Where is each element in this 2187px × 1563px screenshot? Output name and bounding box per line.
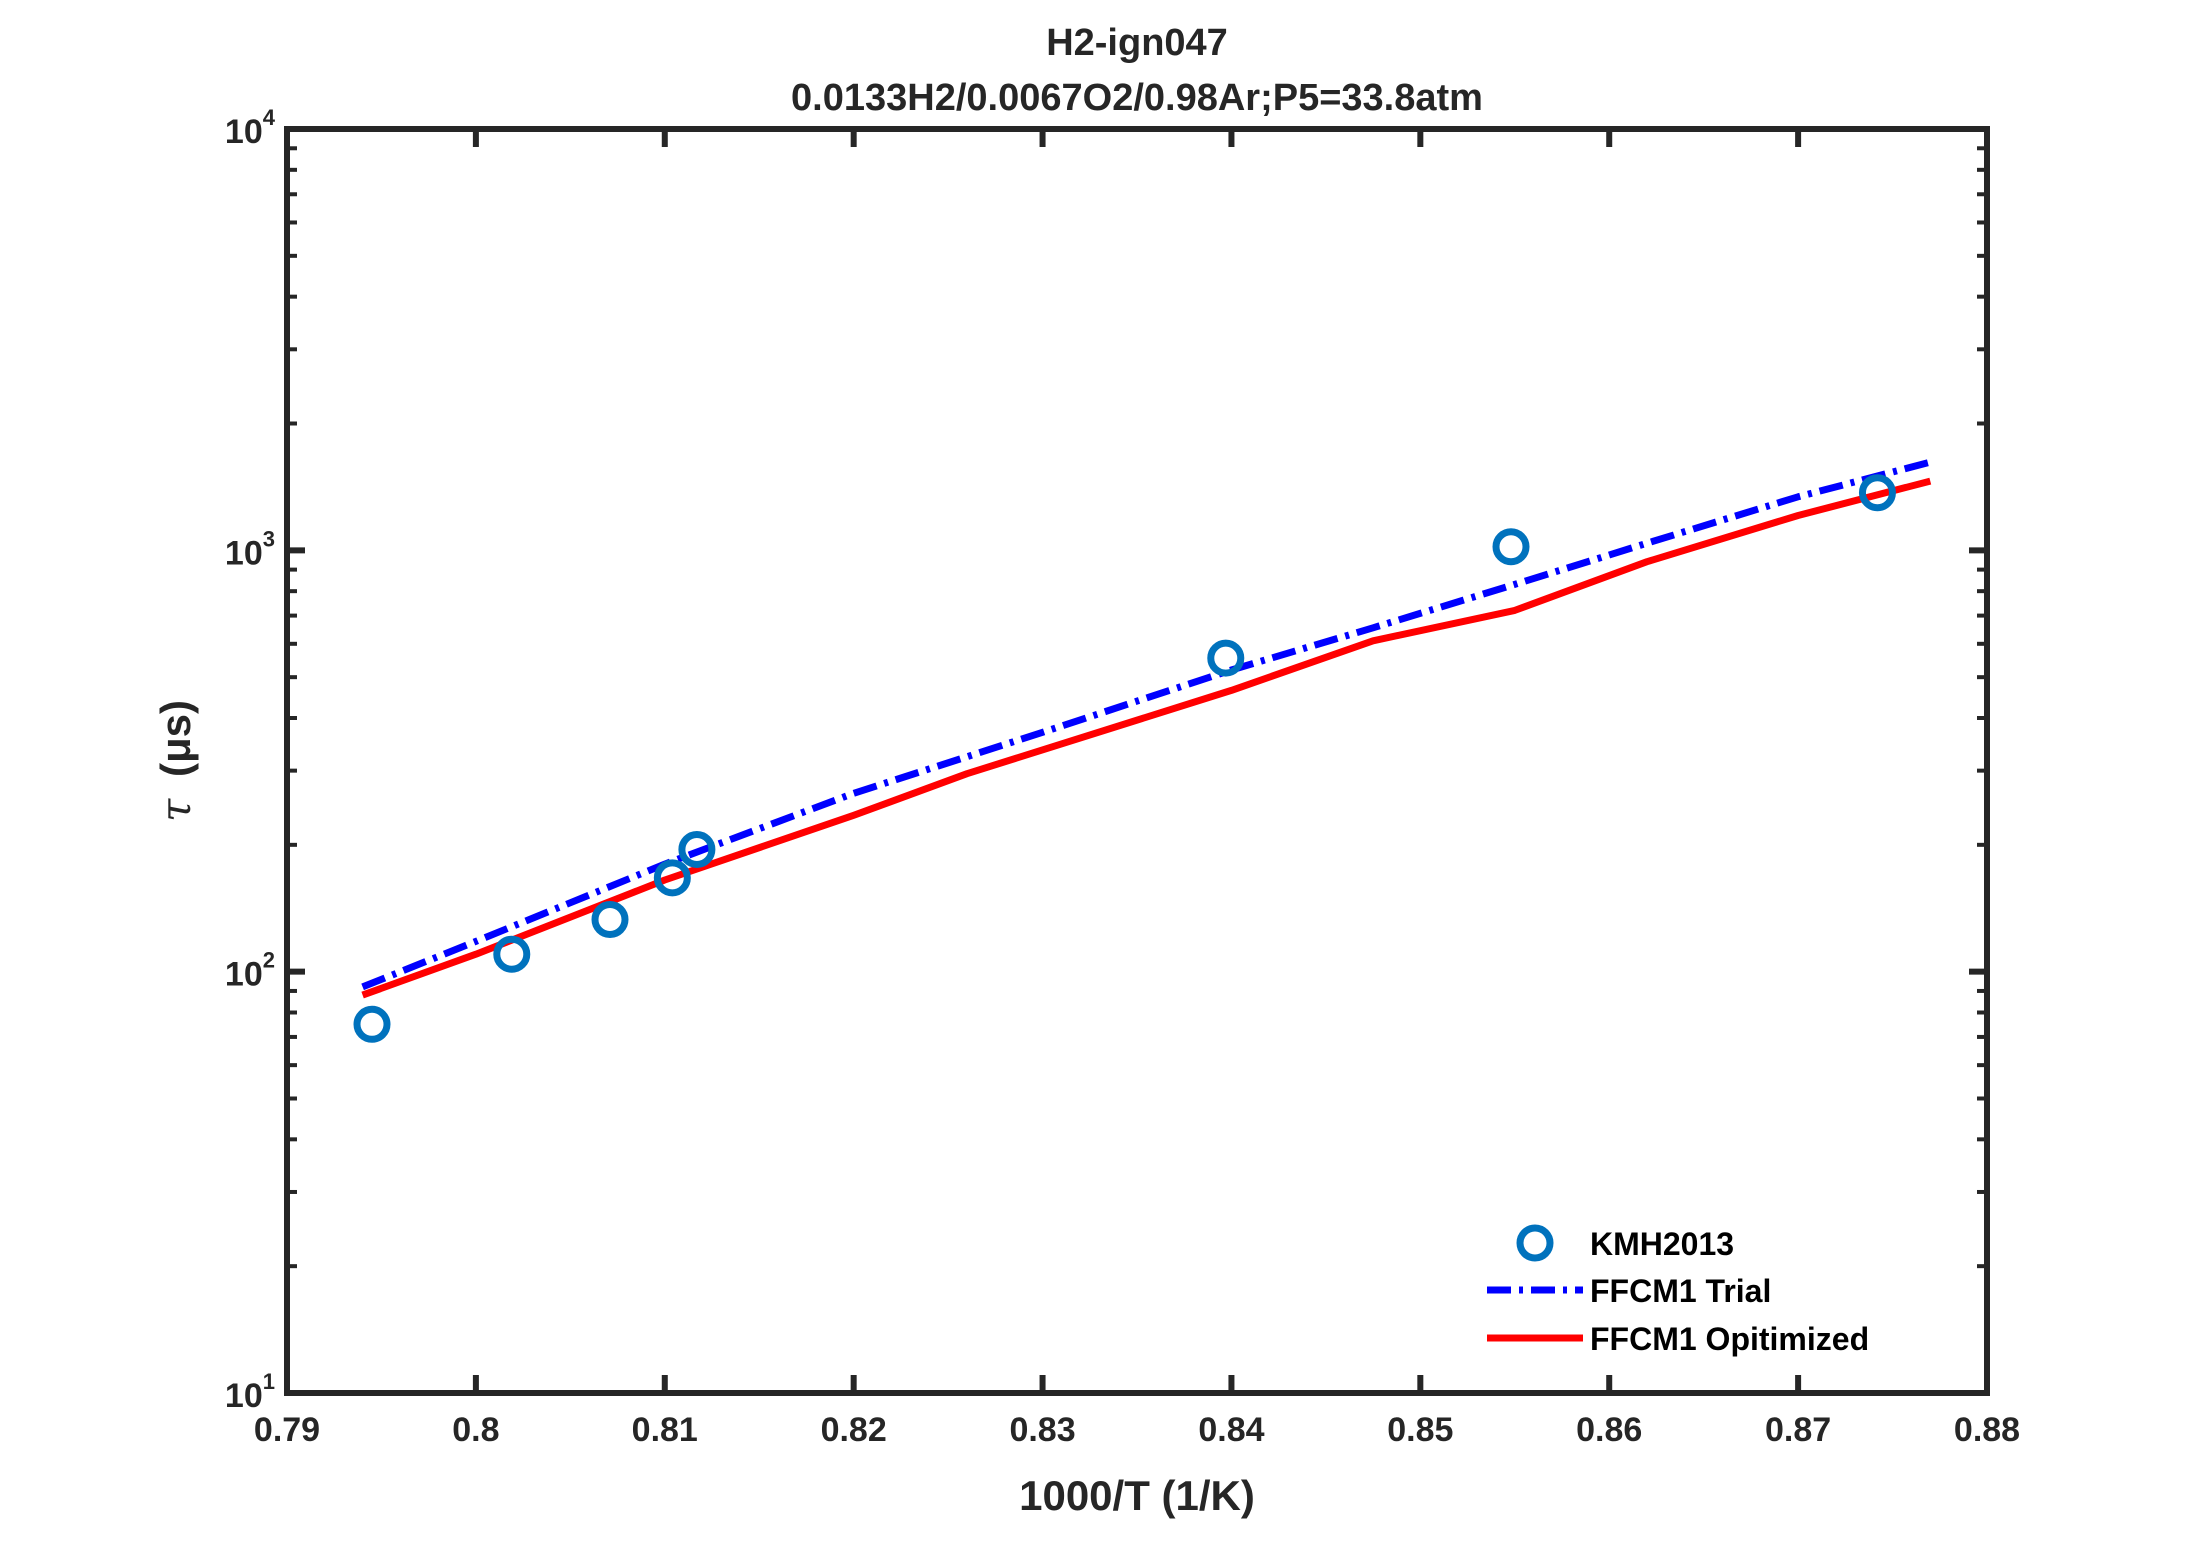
data-point-kmh2013 bbox=[591, 900, 629, 938]
x-axis-label: 1000/T (1/K) bbox=[1019, 1472, 1255, 1519]
data-point-kmh2013 bbox=[1858, 474, 1896, 512]
y-tick-label: 102 bbox=[225, 948, 275, 994]
data-point-kmh2013 bbox=[353, 1005, 391, 1043]
y-axis-label-unit: (μs) bbox=[152, 700, 199, 777]
y-axis-label-symbol: τ bbox=[151, 798, 200, 822]
legend-marker-kmh2013 bbox=[1516, 1224, 1554, 1262]
legend-box bbox=[1480, 1205, 1970, 1375]
x-tick-label: 0.79 bbox=[254, 1411, 320, 1449]
data-point-kmh2013 bbox=[1492, 528, 1530, 566]
data-point-kmh2013 bbox=[1207, 639, 1245, 677]
x-tick-label: 0.86 bbox=[1576, 1411, 1642, 1449]
data-point-kmh2013 bbox=[493, 935, 531, 973]
x-tick-labels: 0.79 0.8 0.81 0.82 0.83 0.84 0.85 0.86 0.87 0.88 bbox=[254, 1411, 2020, 1449]
y-tick-label-exponent: 3 bbox=[263, 526, 275, 551]
plot-series bbox=[353, 458, 1932, 1043]
svg-text:τ (μs): τ (μs) bbox=[151, 700, 200, 822]
chart-title: H2-ign047 bbox=[1046, 22, 1228, 64]
y-tick-label-base: 10 bbox=[225, 534, 263, 572]
x-tick-label: 0.85 bbox=[1387, 1411, 1453, 1449]
y-tick-label-base: 10 bbox=[225, 113, 263, 151]
chart-subtitle: 0.0133H2/0.0067O2/0.98Ar;P5=33.8atm bbox=[791, 77, 1483, 119]
y-tick-label-base: 10 bbox=[225, 956, 263, 994]
y-tick-label-exponent: 2 bbox=[263, 948, 275, 973]
x-tick-label: 0.87 bbox=[1765, 1411, 1831, 1449]
x-tick-label: 0.84 bbox=[1198, 1411, 1264, 1449]
legend: KMH2013 FFCM1 Trial FFCM1 Opitimized bbox=[1480, 1205, 1970, 1375]
y-tick-label: 103 bbox=[225, 526, 275, 572]
legend-label-ffcm1-trial: FFCM1 Trial bbox=[1590, 1273, 1771, 1309]
x-tick-label: 0.88 bbox=[1954, 1411, 2020, 1449]
plot-frame bbox=[284, 126, 1990, 1396]
x-tick-label: 0.83 bbox=[1009, 1411, 1075, 1449]
y-tick-label: 101 bbox=[225, 1369, 275, 1415]
y-tick-label-exponent: 1 bbox=[263, 1369, 275, 1394]
x-tick-label: 0.82 bbox=[821, 1411, 887, 1449]
y-tick-label-base: 10 bbox=[225, 1377, 263, 1415]
legend-label-kmh2013: KMH2013 bbox=[1590, 1226, 1734, 1262]
x-tick-label: 0.81 bbox=[632, 1411, 698, 1449]
data-point-kmh2013 bbox=[653, 859, 691, 897]
y-tick-label-exponent: 4 bbox=[263, 105, 276, 130]
data-point-kmh2013 bbox=[678, 830, 716, 868]
y-tick-label: 104 bbox=[225, 105, 276, 151]
y-axis-label: τ (μs) bbox=[151, 700, 200, 822]
legend-label-ffcm1-optimized: FFCM1 Opitimized bbox=[1590, 1321, 1869, 1357]
x-tick-label: 0.8 bbox=[452, 1411, 499, 1449]
